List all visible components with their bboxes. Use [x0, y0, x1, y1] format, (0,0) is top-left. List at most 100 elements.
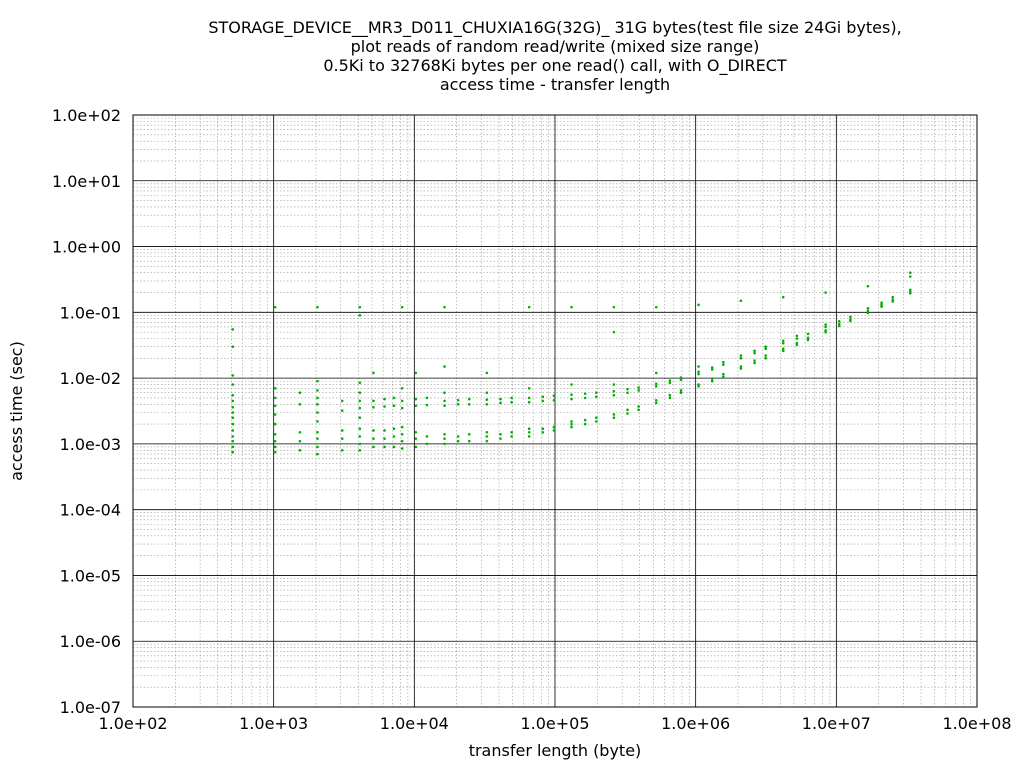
- title-line-2: plot reads of random read/write (mixed s…: [351, 37, 760, 56]
- data-point: [358, 448, 362, 452]
- data-point: [654, 398, 658, 402]
- data-point: [880, 305, 883, 308]
- data-point: [668, 379, 672, 382]
- data-point: [316, 402, 319, 406]
- data-point: [456, 398, 460, 402]
- data-point: [467, 432, 471, 436]
- data-point: [372, 429, 375, 432]
- data-point: [499, 401, 502, 405]
- data-point: [626, 412, 629, 415]
- data-point: [467, 439, 471, 443]
- data-point: [849, 318, 852, 321]
- data-point: [392, 396, 396, 400]
- data-point: [510, 396, 513, 400]
- data-point: [824, 329, 827, 332]
- data-point: [485, 439, 489, 443]
- y-tick-label: 1.0e+02: [52, 106, 121, 125]
- data-point: [849, 315, 852, 319]
- data-point: [316, 431, 319, 434]
- data-point: [595, 416, 598, 420]
- data-point: [837, 324, 841, 328]
- data-point: [781, 349, 785, 353]
- data-point: [806, 336, 810, 340]
- data-point: [383, 437, 386, 440]
- data-point: [443, 404, 446, 408]
- data-point: [510, 400, 513, 404]
- y-tick-label: 1.0e-01: [60, 303, 121, 322]
- y-axis-label: access time (sec): [7, 341, 26, 481]
- data-point: [866, 307, 870, 310]
- data-point: [231, 435, 235, 438]
- data-point: [837, 322, 841, 326]
- data-point: [824, 291, 827, 294]
- data-point: [541, 427, 545, 431]
- data-point: [570, 383, 573, 386]
- data-point: [400, 406, 404, 410]
- data-point: [392, 445, 396, 449]
- data-point: [485, 402, 489, 406]
- data-point: [443, 365, 446, 368]
- title-line-4: access time - transfer length: [440, 75, 670, 94]
- data-point: [400, 439, 404, 443]
- data-point: [806, 332, 810, 336]
- data-point: [781, 341, 785, 345]
- data-point: [231, 399, 235, 403]
- data-point: [764, 347, 767, 351]
- x-tick-label: 1.0e+08: [942, 714, 1011, 733]
- data-point: [880, 301, 883, 305]
- data-point: [316, 445, 319, 449]
- data-point: [739, 299, 743, 303]
- data-point: [679, 376, 683, 379]
- y-tick-label: 1.0e-05: [60, 566, 121, 585]
- data-point: [298, 402, 302, 406]
- data-point: [710, 366, 714, 369]
- data-point: [541, 431, 545, 434]
- data-point: [231, 345, 235, 349]
- data-point: [697, 385, 700, 388]
- data-point: [795, 341, 799, 345]
- data-point: [456, 435, 460, 438]
- data-point: [637, 408, 640, 412]
- plot-frame: [132, 114, 978, 708]
- data-point: [485, 371, 489, 375]
- data-point: [400, 447, 404, 450]
- data-point: [552, 398, 556, 402]
- data-point: [891, 295, 895, 299]
- y-tick-label: 1.0e-07: [60, 698, 121, 717]
- data-point: [273, 404, 277, 408]
- data-point: [316, 452, 319, 456]
- data-point: [456, 439, 460, 443]
- data-point: [231, 411, 235, 414]
- data-point: [273, 445, 277, 449]
- data-point: [552, 394, 556, 398]
- data-point: [298, 448, 302, 452]
- data-point: [231, 406, 235, 409]
- data-point: [383, 405, 386, 408]
- data-point: [340, 429, 344, 432]
- data-point: [908, 271, 912, 275]
- data-point: [273, 413, 277, 416]
- data-point: [710, 377, 714, 380]
- data-point: [753, 359, 756, 362]
- data-point: [425, 435, 429, 438]
- data-point: [764, 357, 767, 360]
- data-point: [316, 437, 319, 440]
- title-line-3: 0.5Ki to 32768Ki bytes per one read() ca…: [323, 56, 787, 76]
- data-point: [697, 372, 700, 376]
- data-point: [679, 378, 683, 381]
- data-point: [414, 445, 418, 449]
- data-point: [316, 396, 319, 400]
- data-point: [527, 435, 531, 438]
- data-point: [908, 275, 912, 278]
- data-point: [570, 422, 573, 426]
- data-point: [753, 361, 756, 365]
- data-point: [392, 435, 396, 438]
- data-point: [231, 393, 235, 397]
- data-point: [570, 425, 573, 429]
- data-point: [806, 338, 810, 342]
- data-point: [795, 334, 799, 338]
- data-point: [392, 404, 396, 408]
- data-point: [570, 397, 573, 401]
- data-point: [231, 374, 235, 377]
